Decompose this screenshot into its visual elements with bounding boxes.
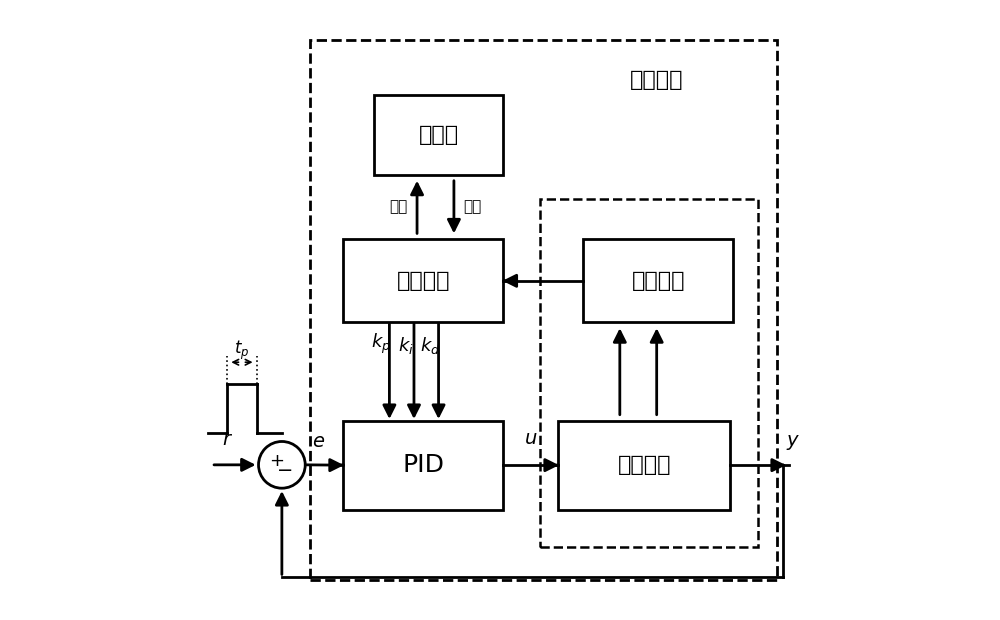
Bar [343,239,503,322]
Text: PID: PID [402,453,444,477]
Bar [374,95,503,175]
Text: $k_d$: $k_d$ [420,335,441,356]
Text: $k_i$: $k_i$ [398,335,414,356]
Text: u: u [525,429,537,448]
Text: y: y [786,431,798,450]
Text: 更新: 更新 [390,200,408,215]
Text: 知识库: 知识库 [418,125,459,145]
Bar [343,420,503,510]
Text: e: e [312,432,324,451]
Circle shape [259,441,305,488]
Bar [310,40,777,580]
Text: 模糊推理: 模糊推理 [396,271,450,291]
Text: 专家系统: 专家系统 [630,69,683,89]
Text: −: − [277,461,294,480]
Bar [558,420,730,510]
Text: 控制对象: 控制对象 [618,455,671,475]
Text: 获取: 获取 [463,200,481,215]
Text: r: r [223,430,231,450]
Text: 特征识别: 特征识别 [631,271,685,291]
Bar [540,200,758,547]
Bar [583,239,733,322]
Text: $t_p$: $t_p$ [234,339,250,361]
Text: +: + [269,452,284,470]
Text: $k_p$: $k_p$ [371,332,391,356]
